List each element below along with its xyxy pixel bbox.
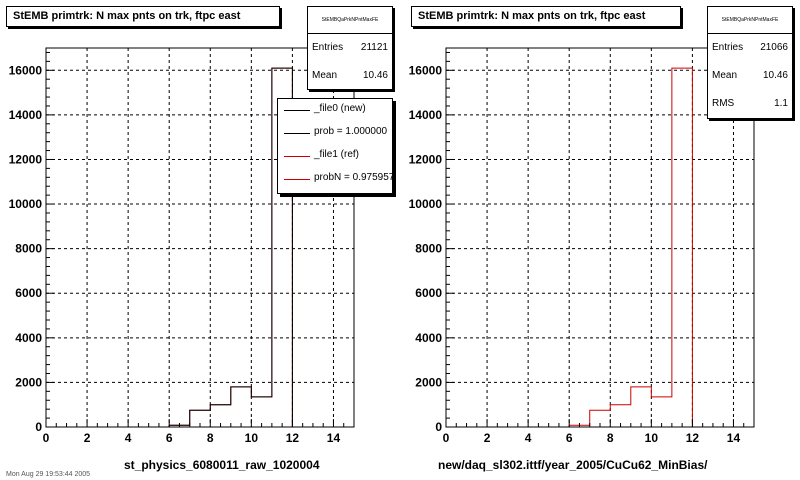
stats-name: StEMBQaPrkNPntMaxFE — [708, 7, 792, 34]
legend-entry: _file1 (ref) — [278, 145, 392, 168]
legend-swatch — [284, 179, 310, 180]
x-tick-label: 14 — [327, 431, 341, 445]
stats-value: 21121 — [360, 42, 388, 53]
stats-key: RMS — [712, 98, 735, 109]
legend-label: prob = 1.000000 — [314, 126, 388, 137]
y-tick-label: 10000 — [9, 197, 43, 211]
stats-row-rms: RMS 1.1 — [708, 90, 792, 118]
y-tick-label: 10000 — [409, 197, 443, 211]
histogram-bin — [251, 397, 272, 427]
stats-value: 10.46 — [762, 70, 788, 81]
x-tick-label: 10 — [245, 431, 259, 445]
stats-value: 1.1 — [774, 98, 788, 109]
histogram-panel-left: 0 2 4 6 8 10 12 14 0 2000 4000 6000 8000 10000 12000 14… — [6, 6, 393, 472]
histogram-panel-right: 0 2 4 6 8 10 12 14 0 2000 4000 6000 8000 10000 12000 14… — [400, 0, 800, 480]
y-tick-label: 8000 — [415, 242, 442, 256]
stats-key: Entries — [312, 42, 344, 53]
x-tick-label: 14 — [727, 431, 741, 445]
y-tick-label: 12000 — [9, 152, 43, 166]
y-tick-label: 4000 — [15, 331, 42, 345]
y-tick-label: 6000 — [15, 286, 42, 300]
y-tick-label: 6000 — [415, 286, 442, 300]
x-axis-label: new/daq_sl302.ittf/year_2005/CuCu62_MinB… — [438, 458, 708, 472]
y-tick-label: 4000 — [415, 331, 442, 345]
x-tick-label: 6 — [166, 431, 173, 445]
histogram-bin — [231, 387, 252, 427]
stats-box: StEMBQaPrkNPntMaxFE Entries 21121 Mean 1… — [307, 6, 393, 90]
histogram-bin — [231, 387, 252, 427]
stats-key: Mean — [712, 70, 738, 81]
x-tick-label: 4 — [525, 431, 532, 445]
legend-entry: _file0 (new) — [278, 99, 392, 122]
x-tick-label: 0 — [43, 431, 50, 445]
x-tick-label: 4 — [125, 431, 132, 445]
legend-label: _file0 (new) — [314, 103, 366, 114]
y-tick-label: 2000 — [15, 375, 42, 389]
y-tick-label: 16000 — [9, 63, 43, 77]
x-tick-label: 8 — [207, 431, 214, 445]
legend-swatch — [284, 110, 310, 111]
x-tick-label: 12 — [286, 431, 300, 445]
y-tick-label: 0 — [35, 420, 42, 434]
y-tick-label: 14000 — [409, 108, 443, 122]
stats-name: StEMBQaPrkNPntMaxFE — [308, 7, 392, 34]
x-tick-label: 10 — [645, 431, 659, 445]
stats-key: Mean — [312, 70, 338, 81]
stats-value: 21066 — [760, 42, 788, 53]
plot-area-left: 0 2 4 6 8 10 12 14 0 2000 4000 6000 8000 10000 12000 14… — [9, 47, 355, 445]
x-tick-label: 8 — [607, 431, 614, 445]
y-tick-label: 8000 — [15, 242, 42, 256]
stats-row-entries: Entries 21121 — [308, 34, 392, 62]
histogram-bin — [672, 68, 693, 427]
y-tick-label: 2000 — [415, 375, 442, 389]
x-axis-label: st_physics_6080011_raw_1020004 — [124, 458, 320, 472]
x-tick-label: 2 — [484, 431, 491, 445]
stats-row-mean: Mean 10.46 — [308, 62, 392, 89]
stats-key: Entries — [712, 42, 744, 53]
stats-row-mean: Mean 10.46 — [708, 62, 792, 90]
stats-box: StEMBQaPrkNPntMaxFE Entries 21066 Mean 1… — [707, 6, 793, 119]
y-tick-label: 14000 — [9, 108, 43, 122]
legend-label: _file1 (ref) — [314, 149, 360, 160]
histogram-bin — [631, 387, 652, 427]
legend: _file0 (new) prob = 1.000000 _file1 (ref… — [277, 98, 393, 194]
y-tick-label: 0 — [435, 420, 442, 434]
y-tick-label: 12000 — [409, 152, 443, 166]
legend-entry: probN = 0.975957 — [278, 168, 392, 191]
plot-title: StEMB primtrk: N max pnts on trk, ftpc e… — [6, 6, 280, 27]
legend-swatch — [284, 156, 310, 157]
stats-row-entries: Entries 21066 — [708, 34, 792, 62]
x-tick-label: 12 — [686, 431, 700, 445]
legend-label: probN = 0.975957 — [314, 172, 393, 183]
plot-title: StEMB primtrk: N max pnts on trk, ftpc e… — [411, 6, 681, 27]
legend-swatch — [284, 133, 310, 134]
x-tick-label: 2 — [84, 431, 91, 445]
y-tick-label: 16000 — [409, 63, 443, 77]
footer-timestamp: Mon Aug 29 19:53:44 2005 — [6, 471, 91, 478]
stats-value: 10.46 — [362, 70, 388, 81]
plot-area-right: 0 2 4 6 8 10 12 14 0 2000 4000 6000 8000 10000 12000 14… — [409, 47, 755, 445]
legend-entry: prob = 1.000000 — [278, 122, 392, 145]
x-tick-label: 6 — [566, 431, 573, 445]
x-tick-label: 0 — [443, 431, 450, 445]
histogram-series-line — [446, 67, 754, 428]
histogram-bin — [251, 397, 272, 427]
histogram-bin — [651, 397, 672, 427]
